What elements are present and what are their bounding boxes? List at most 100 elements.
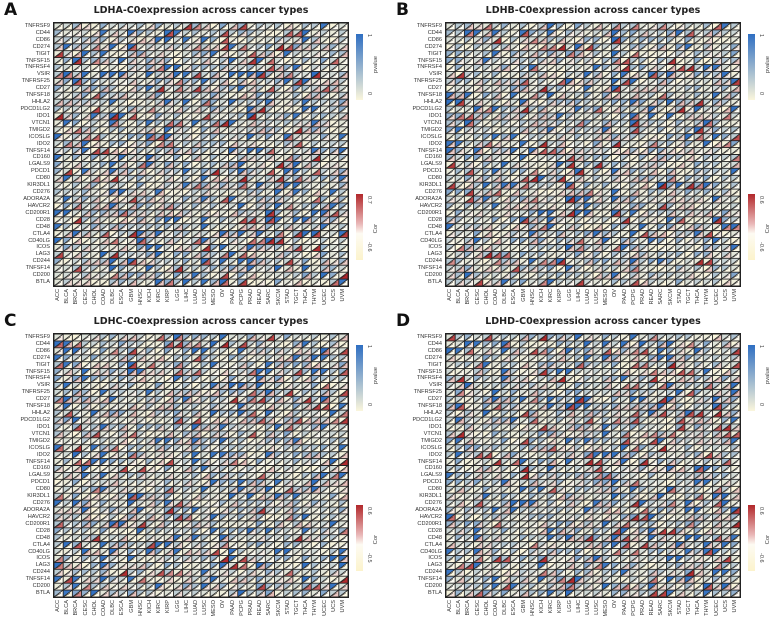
column-label: STAD [285, 600, 291, 615]
panel-letter: D [396, 311, 410, 331]
row-label: CD276 [33, 500, 50, 507]
row-label: CD44 [36, 30, 50, 37]
column-label: UCS [723, 289, 729, 301]
row-label: KIR3DL1 [27, 493, 50, 500]
row-label: CD28 [428, 528, 442, 535]
row-label: TNFSF15 [418, 369, 442, 376]
column-label: READ [257, 289, 263, 305]
row-label: CD200 [425, 272, 442, 279]
column-label: LUSC [594, 289, 600, 304]
column-label: MESO [211, 600, 217, 616]
row-label: KIR3DL1 [419, 182, 442, 189]
pvalue-legend-title: pvalue [373, 367, 379, 384]
column-label: UCEC [322, 600, 328, 616]
pvalue-legend: 1 0 pvalue [748, 34, 778, 114]
row-label: ADORA2A [415, 507, 442, 514]
row-label: TNFSF14 [26, 265, 50, 272]
cor-legend-title: Cor [373, 224, 379, 233]
pvalue-colorbar [748, 345, 755, 411]
row-label: VSIR [429, 71, 442, 78]
column-label: DLBC [502, 600, 508, 615]
column-label: CESC [83, 600, 89, 616]
row-label: TNFRSF9 [417, 334, 442, 341]
column-label: LGG [175, 289, 181, 301]
row-label: CD86 [428, 37, 442, 44]
cor-colorbar [356, 505, 363, 571]
row-label: TNFSF18 [26, 403, 50, 410]
column-label: UCS [331, 289, 337, 301]
column-label: PRAD [248, 289, 254, 305]
row-label: CD276 [425, 500, 442, 507]
column-label: ESCA [119, 289, 125, 304]
column-label: CHOL [92, 289, 98, 305]
row-label: KIR3DL1 [27, 182, 50, 189]
row-label: CD40LG [28, 549, 50, 556]
pvalue-legend-title: pvalue [765, 367, 771, 384]
y-axis-labels: TNFRSF9 CD44 CD86 CD274 TIGIT TNFSF15 TNFRSF4 V… [392, 333, 442, 598]
row-label: CD44 [428, 30, 442, 37]
row-label: IDO1 [429, 113, 442, 120]
column-label: SKCM [276, 600, 282, 616]
row-label: CD27 [36, 396, 50, 403]
column-label: GBM [129, 289, 135, 302]
row-label: LAG3 [428, 251, 442, 258]
column-label: LUSC [594, 600, 600, 615]
row-label: HAVCR2 [420, 203, 442, 210]
column-label: MESO [603, 289, 609, 305]
row-label: CD48 [428, 224, 442, 231]
column-label: BLCA [456, 600, 462, 615]
panel-title: LDHB-C0expression across cancer types [445, 5, 741, 16]
column-label: CHOL [484, 289, 490, 305]
column-label: BLCA [64, 289, 70, 304]
panel-letter: C [4, 311, 16, 331]
row-label: BTLA [36, 279, 50, 286]
row-label: KIR3DL1 [419, 493, 442, 500]
panel-title: LDHD-C0expression across cancer types [445, 316, 741, 327]
row-label: IDO2 [37, 141, 50, 148]
row-label: CD27 [36, 85, 50, 92]
column-label: PCPG [239, 600, 245, 616]
row-label: CD44 [36, 341, 50, 348]
heatmap-panel-b: B LDHB-C0expression across cancer types … [392, 0, 784, 311]
heatmap-grid [445, 22, 741, 287]
pvalue-colorbar [356, 345, 363, 411]
column-label: STAD [285, 289, 291, 304]
column-label: KICH [539, 289, 545, 302]
row-label: CD40LG [420, 238, 442, 245]
column-label: PRAD [640, 600, 646, 616]
column-label: PRAD [640, 289, 646, 305]
cor-colorbar [748, 194, 755, 260]
row-label: IDO1 [429, 424, 442, 431]
row-label: LGALS9 [421, 472, 442, 479]
column-label: THCA [303, 600, 309, 615]
row-label: ICOS [36, 555, 50, 562]
x-axis-labels: ACC BLCA BRCA CESC CHOL COAD DLBC ESCA GBM HNSC KI… [53, 600, 349, 622]
row-label: HHLA2 [32, 99, 50, 106]
column-label: LIHC [184, 600, 190, 613]
pvalue-legend-title: pvalue [373, 56, 379, 73]
row-label: CD86 [36, 37, 50, 44]
column-label: STAD [677, 600, 683, 615]
row-label: CD244 [33, 569, 50, 576]
column-label: COAD [101, 289, 107, 305]
column-label: COAD [493, 289, 499, 305]
row-label: HAVCR2 [420, 514, 442, 521]
column-label: LGG [175, 600, 181, 612]
row-label: ICOSLG [421, 445, 442, 452]
column-label: OV [612, 600, 618, 608]
cor-legend-title: Cor [765, 535, 771, 544]
row-label: TNFSF18 [418, 403, 442, 410]
panel-letter: A [4, 0, 17, 20]
pvalue-min-tick: 0 [758, 92, 764, 95]
column-label: COAD [493, 600, 499, 616]
row-label: HAVCR2 [28, 514, 50, 521]
column-label: KICH [539, 600, 545, 613]
row-label: PDCD1LG2 [412, 106, 442, 113]
pvalue-max-tick: 1 [758, 345, 764, 348]
column-label: LGG [567, 600, 573, 612]
column-label: LIHC [576, 600, 582, 613]
cor-legend: 0.6 -0.6 Cor [748, 194, 778, 274]
column-label: UVM [732, 289, 738, 301]
row-label: PDCD1LG2 [20, 417, 50, 424]
column-label: THYM [704, 289, 710, 305]
